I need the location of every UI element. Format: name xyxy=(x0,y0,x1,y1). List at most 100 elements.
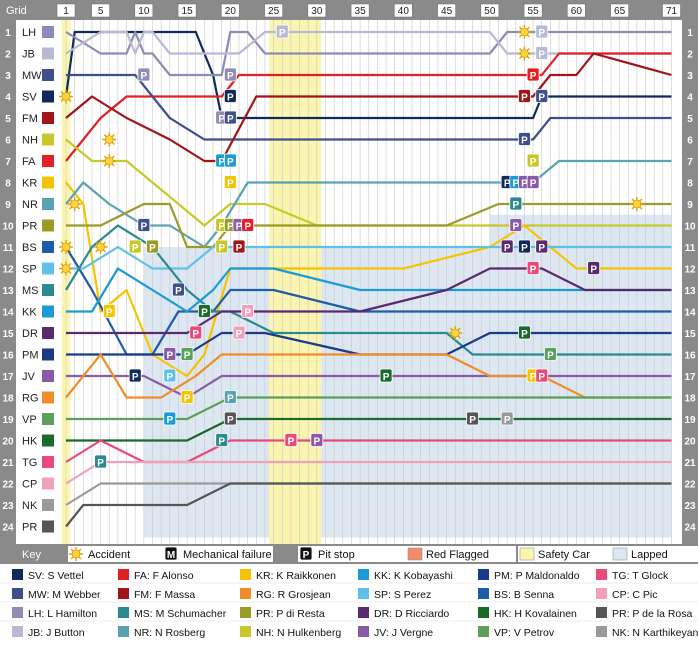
lap-tick-box xyxy=(662,3,681,18)
lap-tick-label: 20 xyxy=(225,6,237,17)
event-markers: P PPP P PP P PP PPP P PP P P P PPP P P P P PP P P P P P PP PPP PP… xyxy=(59,24,644,469)
drivers-key-swatch xyxy=(118,588,129,599)
pit-stop-icon-bg xyxy=(284,433,298,447)
grid-driver-code: MS xyxy=(22,285,39,297)
position-label-left: 19 xyxy=(2,415,14,426)
pit-stop-icon-bg xyxy=(232,239,246,254)
pit-stop-icon-letter: P xyxy=(192,329,199,340)
position-label-right: 2 xyxy=(687,50,693,61)
pit-stop-icon: P xyxy=(466,411,479,426)
position-label-right: 11 xyxy=(685,243,696,254)
pit-stop-icon-letter: P xyxy=(538,93,545,104)
pit-stop-icon-letter: P xyxy=(530,71,537,82)
drivers-key-swatch xyxy=(478,569,489,580)
grid-driver-code: NH xyxy=(22,135,38,147)
position-label-right: 5 xyxy=(687,114,693,125)
pit-stop-icon-bg xyxy=(223,67,237,82)
drivers-key-swatch xyxy=(240,569,251,580)
position-label-left: 11 xyxy=(3,243,14,254)
pit-stop-icon-letter: P xyxy=(106,308,113,319)
grid-driver-swatch xyxy=(42,391,54,404)
grid-driver-code: FM xyxy=(22,113,38,125)
pit-stop-icon-letter: P xyxy=(227,157,234,168)
grid-driver-swatch xyxy=(42,370,54,382)
pit-stop-icon: P xyxy=(379,368,393,383)
pit-stop-icon: P xyxy=(223,390,237,405)
accident-core xyxy=(104,135,114,144)
grid-driver-code: TG xyxy=(22,457,37,469)
pit-stop-icon-bg xyxy=(526,261,540,275)
pit-stop-icon-bg xyxy=(587,261,601,275)
position-label-right: 18 xyxy=(684,394,696,405)
lap-tick-box xyxy=(221,3,240,18)
drivers-key-label: JV: J Vergne xyxy=(374,627,433,639)
pit-stop-icon-letter: P xyxy=(244,308,251,319)
drivers-key-label: DR: D Ricciardo xyxy=(374,608,449,620)
pit-stop-icon-bg xyxy=(223,153,237,168)
drivers-key-swatch xyxy=(358,569,369,580)
lap-tick-box xyxy=(610,3,629,18)
lap-tick-box xyxy=(91,3,110,18)
position-label-right: 24 xyxy=(684,523,696,534)
pit-stop-icon: P xyxy=(535,89,549,104)
pit-stop-icon-bg xyxy=(526,67,540,82)
lap-tick-label: 10 xyxy=(138,6,150,17)
safety-car-band xyxy=(269,20,322,544)
pit-stop-icon-bg xyxy=(128,239,142,254)
pit-stop-icon: P xyxy=(223,67,237,82)
drivers-key-swatch xyxy=(596,607,607,618)
drivers-key-label: FM: F Massa xyxy=(134,589,195,601)
position-label-right: 9 xyxy=(687,200,693,211)
grid-driver-code: JV xyxy=(22,371,36,383)
driver-line-vp xyxy=(66,396,672,421)
pit-stop-icon-letter: P xyxy=(521,329,528,340)
position-label-right: 20 xyxy=(684,437,696,448)
drivers-key-label: VP: V Petrov xyxy=(494,627,555,639)
pit-stop-icon: P xyxy=(223,89,237,104)
pit-stop-icon-letter: P xyxy=(227,93,234,104)
pit-stop-icon: P xyxy=(518,132,531,147)
pit-stop-icon-bg xyxy=(466,411,479,426)
legend-label: Safety Car xyxy=(538,549,590,561)
lap-tick-labels: 1 5 10 15 20 25 30 35 40 45 50 55 60 65 71 xyxy=(56,3,681,18)
lap-tick-label: 55 xyxy=(528,6,540,17)
driver-line-pr xyxy=(66,202,672,249)
position-label-left: 4 xyxy=(5,93,11,104)
position-label-left: 15 xyxy=(2,329,14,340)
pit-stop-icon-bg xyxy=(189,325,203,340)
pit-stop-icon-bg xyxy=(163,411,177,426)
accident-core xyxy=(520,49,529,58)
accident-core xyxy=(520,27,529,37)
pit-stop-icon-letter: P xyxy=(590,265,597,276)
position-label-left: 13 xyxy=(2,286,14,297)
pit-stop-icon-letter: P xyxy=(530,372,537,383)
sc-swatch xyxy=(519,547,535,561)
lap-tick-box xyxy=(480,3,500,18)
position-label-right: 12 xyxy=(684,265,696,276)
pit-stop-icon-bg xyxy=(544,347,557,361)
lap-tick-label: 25 xyxy=(268,6,280,17)
legend-gap xyxy=(598,546,610,562)
drivers-key-label: KK: K Kobayashi xyxy=(374,570,453,582)
pit-stop-icon: P xyxy=(137,218,151,233)
lapped-swatch xyxy=(612,547,628,561)
pit-stop-icon: P xyxy=(223,175,237,190)
pit-stop-icon-letter: P xyxy=(218,157,225,168)
pit-stop-icon: P xyxy=(189,325,203,340)
drivers-key-swatch xyxy=(240,626,251,637)
position-label-right: 13 xyxy=(684,286,696,297)
accident-icon xyxy=(93,240,108,254)
lap-tick-box xyxy=(394,3,413,18)
lap-tick-box xyxy=(264,3,283,18)
pit-stop-icon-letter: P xyxy=(201,308,208,319)
grid-driver-swatch xyxy=(42,176,54,189)
grid-driver-swatch xyxy=(42,262,54,275)
accident-icon xyxy=(629,197,644,211)
grid-driver-code: DR xyxy=(22,328,38,340)
position-label-right: 7 xyxy=(687,157,693,168)
position-label-right: 19 xyxy=(684,415,696,426)
grid-driver-code: LH xyxy=(22,27,36,39)
legend-title: Key xyxy=(22,549,41,561)
